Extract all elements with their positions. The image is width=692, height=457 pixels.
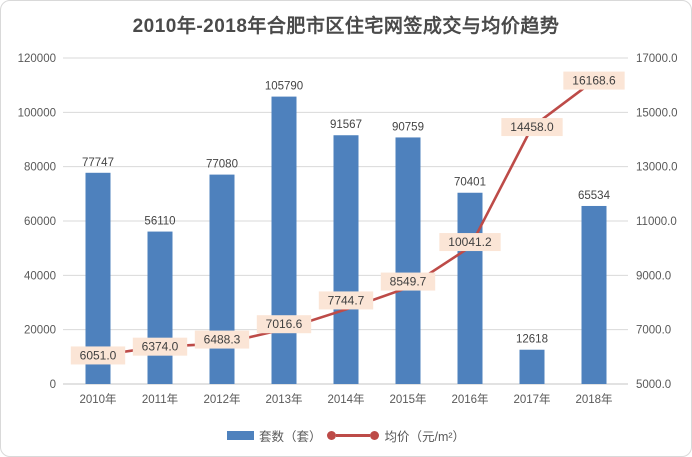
y-axis-label-left: 0 [50, 379, 56, 391]
bar-series-swatch-icon [226, 431, 254, 440]
bar-value-label: 70401 [454, 177, 486, 189]
bar-value-label: 56110 [144, 216, 175, 228]
bar-value-label: 77747 [82, 157, 114, 169]
chart-title: 2010年-2018年合肥市区住宅网签成交与均价趋势 [132, 16, 560, 37]
x-axis-label: 2016年 [451, 392, 488, 406]
x-axis-label: 2013年 [265, 392, 302, 406]
bar [457, 192, 483, 384]
price-value-label: 16168.6 [572, 74, 616, 88]
price-value-label: 10041.2 [448, 235, 492, 249]
y-axis-label-right: 17000.0 [636, 53, 678, 65]
bar-value-label: 91567 [330, 119, 362, 131]
price-value-label: 7016.6 [266, 317, 303, 331]
y-axis-label-right: 5000.0 [636, 379, 671, 391]
line-swatch-dot-icon [327, 431, 337, 440]
bar [333, 135, 359, 384]
legend-item-line[interactable]: 均价（元/m²） [327, 426, 465, 445]
y-axis-label-left: 20000 [24, 325, 56, 337]
bar [519, 349, 545, 384]
legend-label-line: 均价（元/m²） [384, 430, 466, 444]
x-axis-label: 2014年 [327, 392, 364, 406]
price-label-box [501, 118, 563, 137]
price-label-box [563, 71, 625, 90]
y-axis-label-right: 13000.0 [636, 162, 678, 174]
y-axis-label-left: 60000 [24, 216, 56, 228]
bar [271, 96, 297, 385]
price-value-label: 7744.7 [328, 293, 365, 307]
line-swatch-segment-icon [336, 434, 371, 437]
line-swatch-dot-icon [370, 431, 380, 440]
bar-value-label: 105790 [265, 81, 303, 93]
bar-value-label: 90759 [392, 121, 424, 133]
price-label-box [194, 330, 250, 349]
bar [147, 231, 173, 384]
x-axis-label: 2011年 [142, 392, 178, 406]
price-value-label: 6374.0 [142, 340, 179, 354]
bar [581, 205, 607, 384]
price-label-box [439, 233, 501, 252]
bar-value-label: 77080 [206, 159, 238, 171]
y-axis-label-right: 15000.0 [636, 107, 678, 119]
price-value-label: 14458.0 [510, 120, 554, 134]
y-axis-label-left: 120000 [18, 53, 56, 65]
y-axis-label-left: 40000 [24, 270, 56, 282]
price-value-label: 6488.3 [204, 333, 241, 347]
legend: 套数（套） 均价（元/m²） [1, 426, 691, 445]
line-series-swatch-icon [327, 431, 380, 440]
price-label-box [256, 315, 312, 334]
x-axis-label: 2010年 [79, 392, 116, 406]
x-axis-label: 2018年 [575, 392, 612, 406]
x-axis-label: 2012年 [203, 392, 240, 406]
x-axis-label: 2015年 [389, 392, 426, 406]
price-label-box [380, 272, 436, 291]
y-axis-label-left: 80000 [24, 162, 56, 174]
price-label-box [318, 291, 374, 310]
bar [395, 137, 421, 384]
y-axis-label-right: 9000.0 [636, 270, 671, 282]
y-axis-label-right: 11000.0 [636, 216, 677, 228]
price-label-box [132, 337, 188, 356]
x-axis-label: 2017年 [513, 392, 550, 406]
y-axis-label-right: 7000.0 [636, 325, 671, 337]
bar-value-label: 65534 [578, 190, 611, 202]
bar-value-label: 12618 [516, 334, 548, 346]
y-axis-label-left: 100000 [18, 107, 56, 119]
bar [209, 174, 235, 384]
price-value-label: 8549.7 [390, 275, 427, 289]
price-label-box [70, 346, 126, 365]
legend-label-bars: 套数（套） [258, 430, 322, 444]
price-value-label: 6051.0 [80, 348, 117, 362]
legend-item-bars[interactable]: 套数（套） [226, 426, 322, 445]
